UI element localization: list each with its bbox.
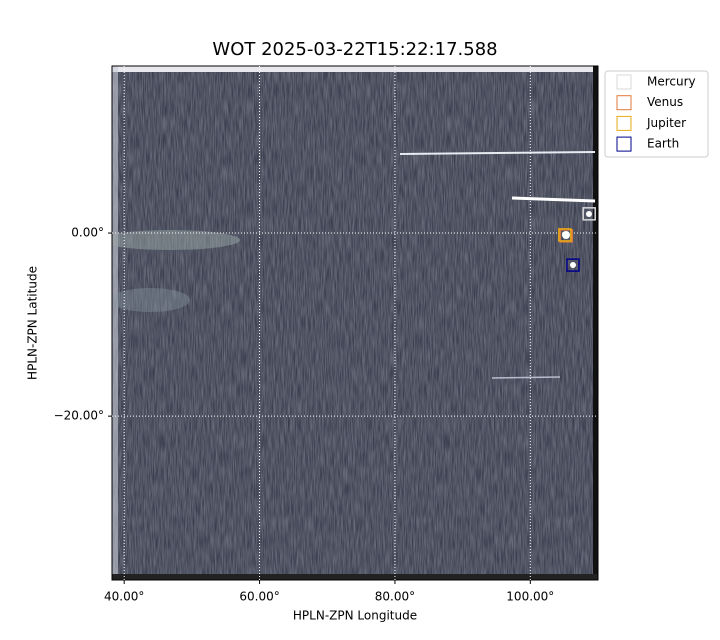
legend-swatch: [616, 95, 632, 111]
x-tick-label: 80.00°: [375, 590, 415, 604]
sky-image: [112, 66, 598, 580]
legend-swatch: [616, 74, 632, 90]
planet-marker: [558, 228, 572, 242]
y-axis-label: HPLN-ZPN Latitude: [26, 266, 40, 380]
x-axis-label: HPLN-ZPN Longitude: [293, 609, 417, 623]
legend-label: Earth: [647, 137, 679, 151]
planet-marker: [582, 207, 596, 221]
y-tick-label: −20.00°: [54, 409, 104, 423]
legend-label: Venus: [647, 95, 683, 109]
x-tick-label: 60.00°: [239, 590, 279, 604]
legend-label: Jupiter: [646, 116, 686, 130]
legend-swatch: [616, 136, 632, 152]
x-tick-label: 100.00°: [506, 590, 554, 604]
legend-swatch: [616, 115, 632, 131]
planet-marker: [559, 229, 573, 243]
legend: [604, 70, 709, 158]
planet-marker: [566, 258, 580, 272]
x-tick-label: 40.00°: [104, 590, 144, 604]
legend-label: Mercury: [647, 75, 696, 89]
chart-title: WOT 2025-03-22T15:22:17.588: [212, 39, 497, 60]
y-tick-label: 0.00°: [71, 226, 104, 240]
plot-frame: [111, 65, 599, 581]
